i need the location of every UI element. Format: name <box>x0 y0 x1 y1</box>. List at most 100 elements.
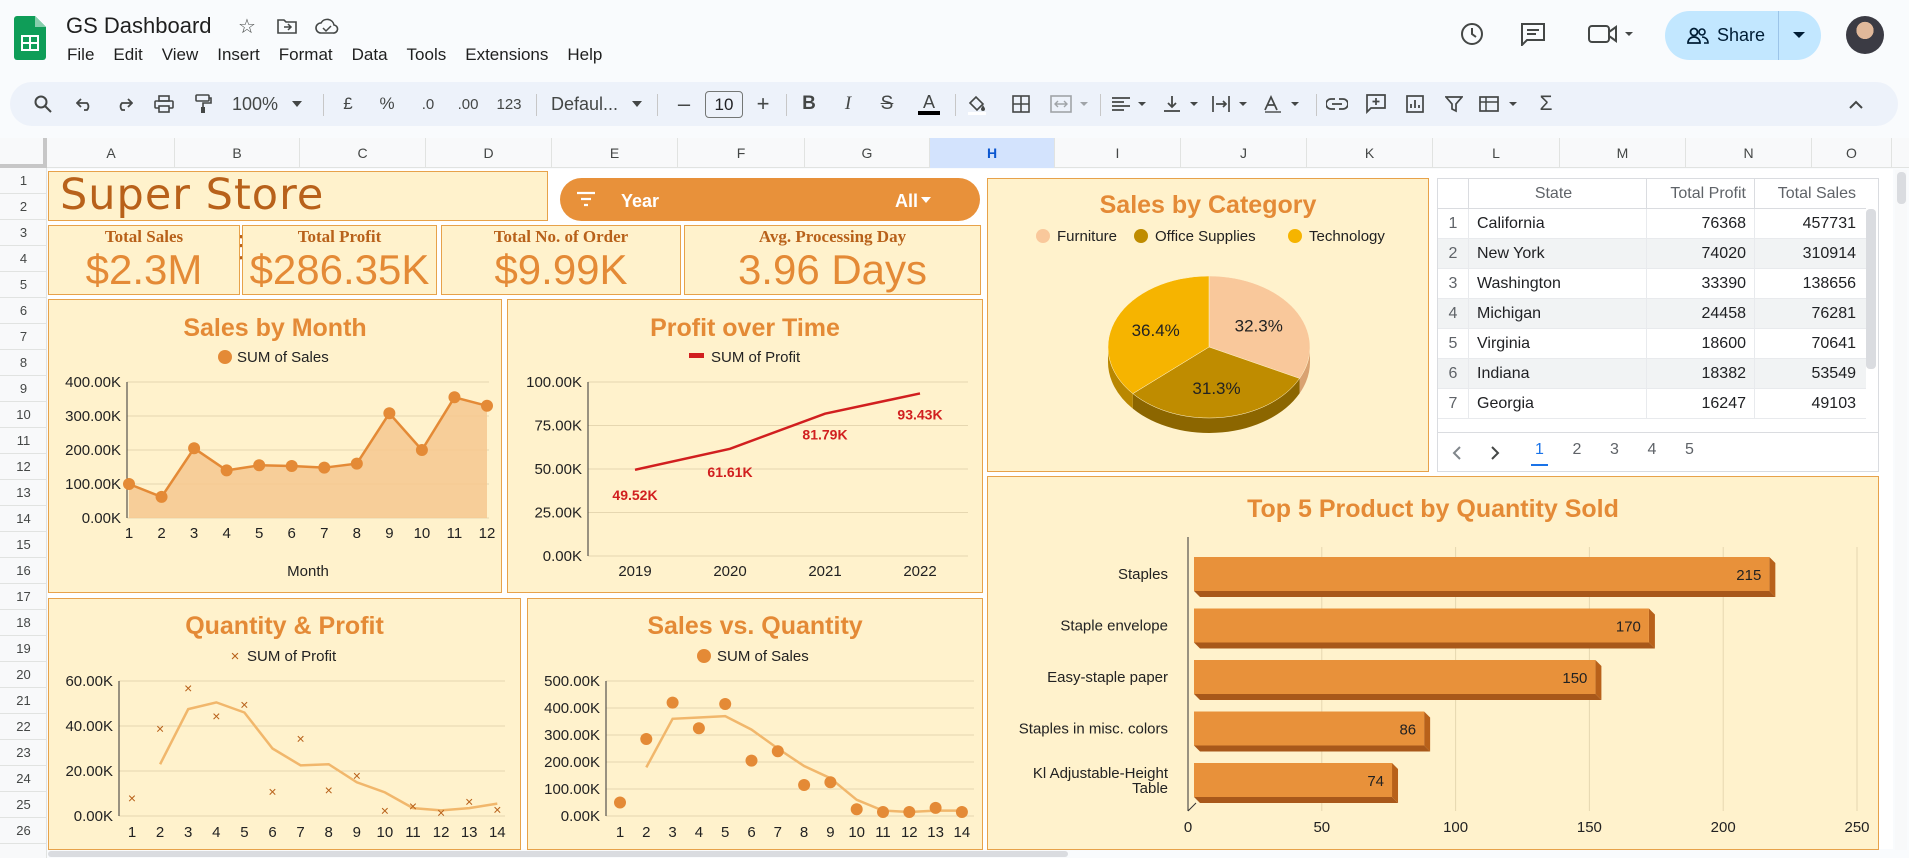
search-menus-icon[interactable] <box>30 82 56 126</box>
text-wrapping-icon[interactable] <box>1210 82 1252 126</box>
borders-icon[interactable] <box>1008 82 1034 126</box>
chart-profit-over-time[interactable]: Profit over Time SUM of Profit 0.00K 25.00… <box>507 299 983 593</box>
menu-extensions[interactable]: Extensions <box>465 45 549 64</box>
prev-page-icon[interactable] <box>1452 446 1462 460</box>
column-header-k[interactable]: K <box>1307 138 1433 168</box>
filter-views-icon[interactable] <box>1478 82 1522 126</box>
column-header-b[interactable]: B <box>175 138 300 168</box>
table-header-cell[interactable]: Total Profit <box>1646 179 1754 209</box>
row-header-24[interactable]: 24 <box>0 766 47 792</box>
currency-button[interactable]: £ <box>343 94 353 113</box>
row-header-14[interactable]: 14 <box>0 506 47 532</box>
functions-icon[interactable]: Σ <box>1539 92 1553 115</box>
merge-cells-icon[interactable] <box>1048 82 1092 126</box>
chart-sales-vs-quantity[interactable]: Sales vs. Quantity SUM of Sales 0.00K 100.… <box>527 598 983 850</box>
column-header-a[interactable]: A <box>48 138 175 168</box>
column-header-h[interactable]: H <box>930 138 1055 168</box>
vertical-align-icon[interactable] <box>1162 82 1202 126</box>
row-header-13[interactable]: 13 <box>0 480 47 506</box>
sheets-logo-icon[interactable] <box>14 16 46 60</box>
column-header-m[interactable]: M <box>1560 138 1686 168</box>
table-row[interactable]: 5 Virginia 18600 70641 <box>1438 329 1866 359</box>
row-header-9[interactable]: 9 <box>0 376 47 402</box>
print-icon[interactable] <box>151 82 177 126</box>
page-link[interactable]: 2 <box>1572 441 1582 458</box>
avatar[interactable] <box>1846 16 1884 54</box>
redo-icon[interactable] <box>111 82 137 126</box>
row-header-7[interactable]: 7 <box>0 324 47 350</box>
chart-sales-by-category[interactable]: Sales by Category Furniture Office Suppli… <box>987 178 1429 472</box>
filter-icon[interactable] <box>1441 82 1467 126</box>
page-link[interactable]: 3 <box>1610 441 1619 458</box>
horizontal-align-icon[interactable] <box>1110 82 1150 126</box>
table-row[interactable]: 2 New York 74020 310914 <box>1438 239 1866 269</box>
font-select[interactable]: Defaul... <box>551 82 647 126</box>
text-rotation-icon[interactable] <box>1262 82 1304 126</box>
row-header-15[interactable]: 15 <box>0 532 47 558</box>
row-header-16[interactable]: 16 <box>0 558 47 584</box>
row-header-12[interactable]: 12 <box>0 454 47 480</box>
column-header-n[interactable]: N <box>1686 138 1812 168</box>
fill-color-icon[interactable] <box>962 82 992 126</box>
table-row[interactable]: 3 Washington 33390 138656 <box>1438 269 1866 299</box>
collapse-toolbar-icon[interactable] <box>1842 82 1870 126</box>
star-icon[interactable]: ☆ <box>238 15 256 38</box>
page-link[interactable]: 4 <box>1647 441 1657 458</box>
year-filter-chip[interactable] <box>560 178 980 221</box>
menu-tools[interactable]: Tools <box>406 45 447 64</box>
row-header-25[interactable]: 25 <box>0 792 47 818</box>
column-header-l[interactable]: L <box>1433 138 1560 168</box>
doc-title[interactable]: GS Dashboard <box>66 13 212 38</box>
menu-data[interactable]: Data <box>351 45 388 64</box>
vertical-scrollbar-thumb[interactable] <box>1897 172 1906 204</box>
table-row[interactable]: 7 Georgia 16247 49103 <box>1438 389 1866 419</box>
row-header-20[interactable]: 20 <box>0 662 47 688</box>
page-link[interactable]: 1 <box>1531 441 1548 466</box>
chart-sales-by-month[interactable]: Sales by Month SUM of Sales 0.00K 100.00K 2… <box>48 299 502 593</box>
row-header-26[interactable]: 26 <box>0 818 47 844</box>
share-button[interactable]: Share <box>1665 11 1821 60</box>
more-formats-button[interactable]: 123 <box>496 95 522 113</box>
row-header-5[interactable]: 5 <box>0 272 47 298</box>
row-header-19[interactable]: 19 <box>0 636 47 662</box>
row-header-6[interactable]: 6 <box>0 298 47 324</box>
strikethrough-icon[interactable]: S <box>880 93 894 114</box>
year-filter-value[interactable]: All <box>895 191 919 211</box>
version-history-icon[interactable] <box>1455 18 1487 50</box>
column-header-i[interactable]: I <box>1055 138 1181 168</box>
column-header-o[interactable]: O <box>1812 138 1892 168</box>
bold-icon[interactable]: B <box>802 93 816 114</box>
meet-icon[interactable] <box>1585 18 1639 50</box>
row-header-22[interactable]: 22 <box>0 714 47 740</box>
column-header-c[interactable]: C <box>300 138 426 168</box>
column-header-g[interactable]: G <box>805 138 930 168</box>
row-header-18[interactable]: 18 <box>0 610 47 636</box>
percent-button[interactable]: % <box>379 94 395 113</box>
row-header-11[interactable]: 11 <box>0 428 47 454</box>
menu-help[interactable]: Help <box>567 45 603 64</box>
row-header-21[interactable]: 21 <box>0 688 47 714</box>
row-header-8[interactable]: 8 <box>0 350 47 376</box>
insert-comment-icon[interactable] <box>1363 82 1389 126</box>
table-row[interactable]: 1 California 76368 457731 <box>1438 209 1866 239</box>
chart-quantity-profit[interactable]: Quantity & Profit × SUM of Profit 0.00K 20.… <box>48 598 521 850</box>
paint-format-icon[interactable] <box>190 82 216 126</box>
undo-icon[interactable] <box>72 82 98 126</box>
row-header-10[interactable]: 10 <box>0 402 47 428</box>
vertical-scrollbar[interactable] <box>1895 170 1907 850</box>
row-header-23[interactable]: 23 <box>0 740 47 766</box>
share-dropdown-icon[interactable] <box>1791 30 1807 40</box>
comments-icon[interactable] <box>1517 18 1549 50</box>
chart-top5-products[interactable]: Top 5 Product by Quantity Sold 0 50 100 150… <box>987 476 1879 850</box>
font-size-increase-button[interactable]: + <box>756 91 770 116</box>
menu-edit[interactable]: Edit <box>113 45 143 64</box>
row-header-3[interactable]: 3 <box>0 220 47 246</box>
menu-view[interactable]: View <box>161 45 199 64</box>
cloud-saved-icon[interactable] <box>313 13 341 39</box>
font-size-decrease-button[interactable]: – <box>677 91 691 116</box>
table-row[interactable]: 6 Indiana 18382 53549 <box>1438 359 1866 389</box>
menu-file[interactable]: File <box>67 45 95 64</box>
horizontal-scrollbar-thumb[interactable] <box>48 851 1068 857</box>
text-color-icon[interactable]: A <box>914 82 944 126</box>
table-header-cell[interactable]: State <box>1468 179 1646 209</box>
